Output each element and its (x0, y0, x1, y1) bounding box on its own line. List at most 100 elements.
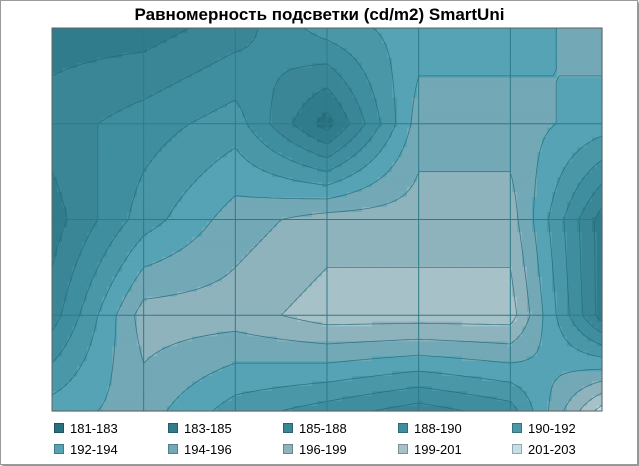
contour-cell (147, 72, 153, 79)
contour-cell (352, 117, 358, 124)
contour-cell (72, 127, 78, 134)
contour-cell (82, 107, 88, 114)
contour-cell (482, 117, 488, 124)
contour-cell (597, 147, 603, 153)
contour-cell (532, 212, 538, 218)
contour-cell (402, 47, 408, 54)
contour-cell (487, 212, 493, 218)
contour-cell (502, 187, 508, 193)
contour-cell (592, 102, 598, 109)
contour-cell (157, 246, 163, 253)
contour-cell (272, 52, 278, 59)
contour-cell (542, 147, 548, 153)
contour-cell (582, 177, 588, 183)
contour-cell (92, 42, 98, 49)
contour-cell (597, 122, 603, 129)
contour-cell (532, 82, 538, 89)
contour-cell (217, 251, 223, 258)
contour-cell (342, 37, 348, 44)
contour-cell (542, 212, 548, 218)
contour-cell (367, 67, 373, 74)
contour-cell (87, 28, 93, 34)
contour-cell (142, 152, 148, 158)
contour-cell (117, 202, 123, 208)
contour-cell (152, 37, 158, 44)
contour-cell (172, 127, 178, 134)
contour-cell (202, 112, 208, 119)
contour-cell (222, 172, 228, 178)
contour-cell (237, 72, 243, 79)
contour-cell (562, 107, 568, 114)
contour-cell (512, 177, 518, 183)
contour-cell (597, 82, 603, 89)
contour-cell (547, 157, 553, 163)
contour-cell (152, 87, 158, 94)
contour-cell (337, 207, 343, 213)
contour-cell (442, 42, 448, 49)
contour-cell (352, 147, 358, 153)
contour-cell (347, 246, 353, 253)
contour-cell (527, 132, 533, 139)
contour-cell (112, 112, 118, 119)
contour-cell (147, 62, 153, 69)
contour-cell (317, 32, 323, 39)
contour-cell (177, 47, 183, 54)
contour-cell (182, 207, 188, 213)
contour-cell (577, 37, 583, 44)
contour-cell (62, 117, 68, 124)
contour-cell (412, 167, 418, 173)
contour-cell (317, 62, 323, 69)
contour-cell (382, 122, 388, 129)
contour-cell (442, 152, 448, 158)
contour-cell (322, 52, 328, 59)
contour-cell (217, 197, 223, 203)
contour-cell (537, 241, 543, 248)
contour-cell (132, 147, 138, 153)
contour-cell (562, 52, 568, 59)
contour-cell (462, 231, 468, 238)
contour-cell (72, 112, 78, 119)
contour-cell (372, 192, 378, 198)
contour-cell (342, 67, 348, 74)
contour-cell (567, 202, 573, 208)
contour-cell (477, 162, 483, 168)
contour-cell (417, 231, 423, 238)
contour-cell (567, 87, 573, 94)
contour-cell (77, 221, 83, 228)
contour-cell (192, 122, 198, 129)
contour-cell (592, 202, 598, 208)
contour-cell (417, 82, 423, 89)
contour-cell (587, 77, 593, 84)
contour-cell (232, 226, 238, 233)
contour-cell (262, 226, 268, 233)
contour-cell (237, 212, 243, 218)
contour-cell (67, 177, 73, 183)
contour-cell (147, 236, 153, 243)
contour-cell (592, 212, 598, 218)
contour-cell (422, 117, 428, 124)
contour-cell (567, 32, 573, 39)
contour-cell (222, 246, 228, 253)
contour-cell (412, 57, 418, 64)
contour-cell (317, 226, 323, 233)
contour-cell (207, 147, 213, 153)
contour-cell (137, 137, 143, 143)
contour-cell (342, 132, 348, 139)
contour-cell (77, 207, 83, 213)
contour-cell (307, 52, 313, 59)
contour-cell (377, 107, 383, 114)
contour-cell (327, 122, 333, 129)
contour-cell (232, 102, 238, 109)
contour-cell (232, 77, 238, 84)
contour-cell (272, 72, 278, 79)
contour-cell (277, 47, 283, 54)
contour-cell (577, 122, 583, 129)
contour-cell (492, 202, 498, 208)
contour-cell (112, 67, 118, 74)
contour-cell (442, 92, 448, 99)
contour-cell (367, 246, 373, 253)
contour-cell (317, 157, 323, 163)
contour-cell (337, 67, 343, 74)
contour-cell (287, 102, 293, 109)
contour-cell (352, 142, 358, 148)
